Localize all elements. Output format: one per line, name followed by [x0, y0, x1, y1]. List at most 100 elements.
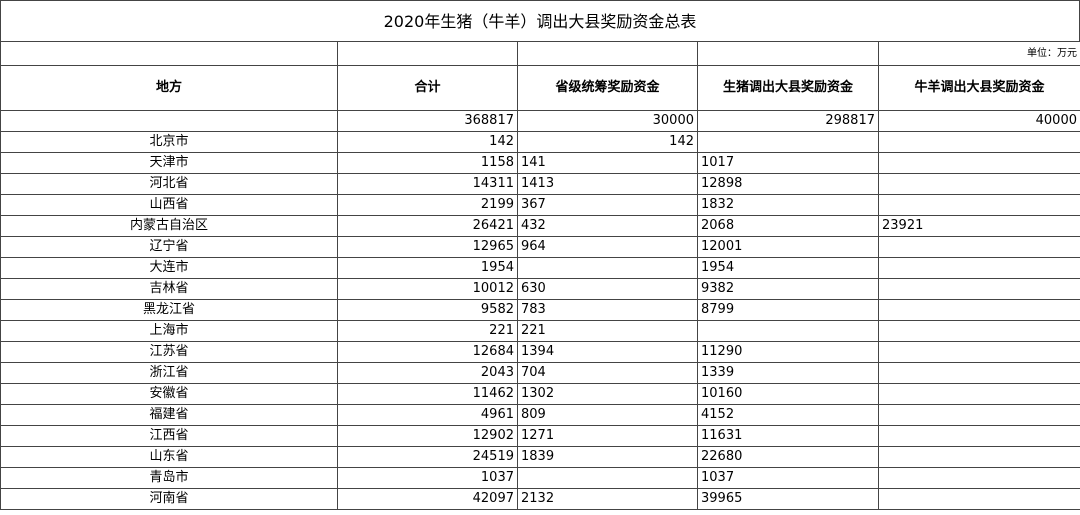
cell-provincial: 630	[517, 278, 698, 300]
header-provincial: 省级统筹奖励资金	[517, 65, 698, 111]
unit-label: 单位：万元	[878, 41, 1080, 66]
cell-pig: 11290	[697, 341, 879, 363]
cell-provincial: 1839	[517, 446, 698, 468]
cell-provincial: 1271	[517, 425, 698, 447]
cell-sum: 12965	[337, 236, 518, 258]
table-row: 北京市 142 142	[0, 131, 1080, 153]
cell-provincial: 142	[517, 131, 698, 153]
cell-region: 上海市	[0, 320, 338, 342]
cell-pig: 4152	[697, 404, 879, 426]
cell-provincial: 783	[517, 299, 698, 321]
table-row: 内蒙古自治区 26421 432 2068 23921	[0, 215, 1080, 237]
cell-pig: 1954	[697, 257, 879, 279]
cell-cattle: 23921	[878, 215, 1080, 237]
header-pig: 生猪调出大县奖励资金	[697, 65, 879, 111]
table-row: 福建省 4961 809 4152	[0, 404, 1080, 426]
cell-cattle	[878, 467, 1080, 489]
cell-cattle	[878, 236, 1080, 258]
cell-sum: 1037	[337, 467, 518, 489]
cell-cattle	[878, 194, 1080, 216]
cell-sum: 24519	[337, 446, 518, 468]
cell-pig: 8799	[697, 299, 879, 321]
cell-pig: 1037	[697, 467, 879, 489]
cell-provincial: 809	[517, 404, 698, 426]
cell-region: 大连市	[0, 257, 338, 279]
cell-pig: 1339	[697, 362, 879, 384]
header-cattle: 牛羊调出大县奖励资金	[878, 65, 1080, 111]
cell-sum: 221	[337, 320, 518, 342]
cell-sum: 10012	[337, 278, 518, 300]
cell-region: 江苏省	[0, 341, 338, 363]
cell-region: 河南省	[0, 488, 338, 510]
cell-region: 江西省	[0, 425, 338, 447]
cell-cattle	[878, 299, 1080, 321]
cell-pig: 1017	[697, 152, 879, 174]
cell-pig: 12898	[697, 173, 879, 195]
cell-pig: 2068	[697, 215, 879, 237]
header-sum: 合计	[337, 65, 518, 111]
total-pig: 298817	[697, 110, 879, 132]
cell-region: 内蒙古自治区	[0, 215, 338, 237]
total-cattle: 40000	[878, 110, 1080, 132]
cell-sum: 14311	[337, 173, 518, 195]
funds-table: 单位：万元 地方 合计 省级统筹奖励资金 生猪调出大县奖励资金 牛羊调出大县奖励…	[0, 41, 1080, 510]
cell-pig: 12001	[697, 236, 879, 258]
table-row: 吉林省 10012 630 9382	[0, 278, 1080, 300]
cell-cattle	[878, 152, 1080, 174]
table-row: 黑龙江省 9582 783 8799	[0, 299, 1080, 321]
table-row: 江苏省 12684 1394 11290	[0, 341, 1080, 363]
cell-cattle	[878, 320, 1080, 342]
cell-pig: 1832	[697, 194, 879, 216]
table-row: 山西省 2199 367 1832	[0, 194, 1080, 216]
cell-provincial: 2132	[517, 488, 698, 510]
cell-region: 浙江省	[0, 362, 338, 384]
cell-cattle	[878, 488, 1080, 510]
cell-cattle	[878, 173, 1080, 195]
cell-region: 山西省	[0, 194, 338, 216]
cell-cattle	[878, 278, 1080, 300]
cell-sum: 2199	[337, 194, 518, 216]
cell-pig: 9382	[697, 278, 879, 300]
cell-region: 安徽省	[0, 383, 338, 405]
cell-sum: 12902	[337, 425, 518, 447]
total-provincial: 30000	[517, 110, 698, 132]
total-row: 368817 30000 298817 40000	[0, 110, 1080, 132]
cell-provincial: 367	[517, 194, 698, 216]
header-region: 地方	[0, 65, 338, 111]
cell-cattle	[878, 131, 1080, 153]
cell-provincial: 221	[517, 320, 698, 342]
cell-provincial: 432	[517, 215, 698, 237]
cell-pig	[697, 320, 879, 342]
cell-pig: 39965	[697, 488, 879, 510]
cell-cattle	[878, 257, 1080, 279]
cell-region: 北京市	[0, 131, 338, 153]
cell-provincial	[517, 467, 698, 489]
cell-cattle	[878, 425, 1080, 447]
table-row: 山东省 24519 1839 22680	[0, 446, 1080, 468]
cell-sum: 26421	[337, 215, 518, 237]
table-row: 安徽省 11462 1302 10160	[0, 383, 1080, 405]
cell-sum: 4961	[337, 404, 518, 426]
table-row: 大连市 1954 1954	[0, 257, 1080, 279]
cell-sum: 12684	[337, 341, 518, 363]
cell-region: 吉林省	[0, 278, 338, 300]
total-sum: 368817	[337, 110, 518, 132]
cell-region: 福建省	[0, 404, 338, 426]
table-row: 江西省 12902 1271 11631	[0, 425, 1080, 447]
table-row: 浙江省 2043 704 1339	[0, 362, 1080, 384]
cell-cattle	[878, 404, 1080, 426]
cell-cattle	[878, 362, 1080, 384]
cell-region: 辽宁省	[0, 236, 338, 258]
cell-sum: 9582	[337, 299, 518, 321]
cell-pig: 11631	[697, 425, 879, 447]
cell-sum: 1954	[337, 257, 518, 279]
cell-cattle	[878, 341, 1080, 363]
cell-region: 山东省	[0, 446, 338, 468]
cell-sum: 11462	[337, 383, 518, 405]
header-row: 地方 合计 省级统筹奖励资金 生猪调出大县奖励资金 牛羊调出大县奖励资金	[0, 65, 1080, 111]
cell-region: 天津市	[0, 152, 338, 174]
table-row: 上海市 221 221	[0, 320, 1080, 342]
cell-provincial: 704	[517, 362, 698, 384]
cell-region: 黑龙江省	[0, 299, 338, 321]
